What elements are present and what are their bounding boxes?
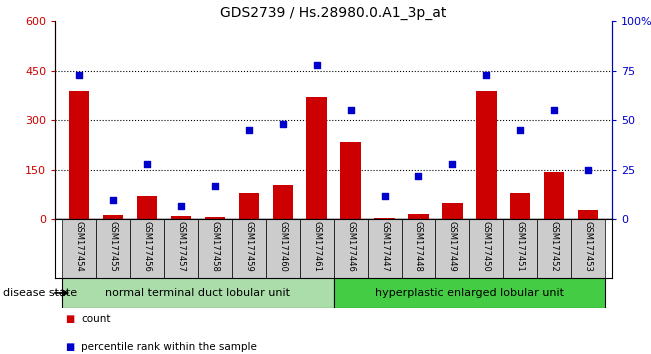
Bar (571, 219, 605, 278)
Text: percentile rank within the sample: percentile rank within the sample (81, 342, 257, 352)
Bar (198, 219, 232, 278)
Text: disease state: disease state (3, 288, 77, 298)
Point (413, 173, 424, 179)
Bar (333, 278, 605, 308)
Text: GSM177449: GSM177449 (448, 221, 457, 272)
Point (210, 183, 220, 189)
Text: hyperplastic enlarged lobular unit: hyperplastic enlarged lobular unit (375, 288, 564, 298)
Point (176, 203, 186, 209)
Bar (374, 218, 395, 219)
Bar (62, 219, 96, 278)
Bar (436, 219, 469, 278)
Text: GSM177452: GSM177452 (549, 221, 559, 272)
Bar (103, 215, 123, 219)
Text: GSM177461: GSM177461 (312, 221, 321, 272)
Bar (442, 203, 463, 219)
Point (277, 121, 288, 127)
Bar (164, 219, 198, 278)
Bar (232, 219, 266, 278)
Bar (368, 219, 402, 278)
Bar (578, 210, 598, 219)
Point (583, 167, 594, 173)
Bar (96, 219, 130, 278)
Point (380, 193, 390, 199)
Text: GSM177447: GSM177447 (380, 221, 389, 272)
Bar (402, 219, 436, 278)
Text: GSM177455: GSM177455 (109, 221, 118, 272)
Text: GSM177453: GSM177453 (584, 221, 592, 272)
Text: GSM177457: GSM177457 (176, 221, 186, 272)
Point (108, 197, 118, 202)
Text: GSM177458: GSM177458 (210, 221, 219, 272)
Point (346, 108, 356, 113)
Point (481, 72, 492, 78)
Point (142, 161, 152, 167)
Bar (503, 219, 537, 278)
Bar (273, 185, 293, 219)
Bar (204, 217, 225, 219)
Bar (340, 142, 361, 219)
Bar (544, 172, 564, 219)
Text: count: count (81, 314, 111, 324)
Bar (130, 219, 164, 278)
Text: GSM177454: GSM177454 (75, 221, 83, 272)
Point (549, 108, 559, 113)
Bar (137, 196, 157, 219)
Point (447, 161, 458, 167)
Point (311, 62, 322, 68)
Title: GDS2739 / Hs.28980.0.A1_3p_at: GDS2739 / Hs.28980.0.A1_3p_at (221, 6, 447, 20)
Bar (476, 91, 497, 219)
Text: GSM177460: GSM177460 (278, 221, 287, 272)
Bar (62, 278, 333, 308)
Text: GSM177459: GSM177459 (244, 221, 253, 272)
Bar (239, 193, 259, 219)
Text: ■: ■ (65, 342, 74, 352)
Point (74, 72, 84, 78)
Text: GSM177448: GSM177448 (414, 221, 423, 272)
Text: GSM177450: GSM177450 (482, 221, 491, 272)
Bar (307, 97, 327, 219)
Bar (408, 213, 428, 219)
Point (515, 127, 525, 133)
Bar (333, 219, 368, 278)
Bar (510, 193, 531, 219)
Bar (469, 219, 503, 278)
Text: GSM177456: GSM177456 (143, 221, 152, 272)
Bar (266, 219, 299, 278)
Text: normal terminal duct lobular unit: normal terminal duct lobular unit (105, 288, 290, 298)
Bar (171, 216, 191, 219)
Point (243, 127, 254, 133)
Text: ■: ■ (65, 314, 74, 324)
Bar (69, 91, 89, 219)
Text: GSM177451: GSM177451 (516, 221, 525, 272)
Bar (537, 219, 571, 278)
Text: GSM177446: GSM177446 (346, 221, 355, 272)
Bar (299, 219, 333, 278)
